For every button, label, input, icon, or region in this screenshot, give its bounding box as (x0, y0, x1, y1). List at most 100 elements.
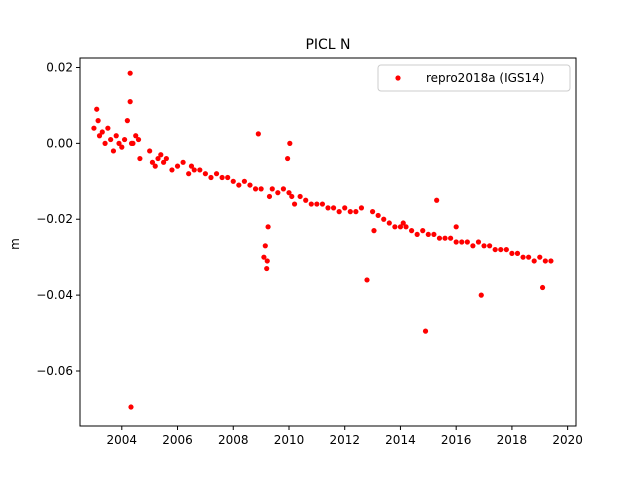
data-point (347, 209, 353, 215)
data-point (241, 178, 247, 184)
data-point (481, 243, 487, 249)
data-point (353, 209, 359, 215)
y-tick-label: −0.02 (36, 212, 73, 226)
data-point (219, 174, 225, 181)
data-point (453, 224, 459, 230)
x-tick-label: 2006 (162, 433, 193, 447)
data-point (91, 125, 97, 131)
data-point (542, 258, 548, 264)
data-point (342, 205, 348, 211)
data-point (113, 133, 119, 139)
data-point (431, 231, 437, 238)
data-point (414, 231, 420, 238)
data-point (102, 140, 108, 146)
y-tick-label: −0.06 (36, 364, 73, 378)
data-point (442, 235, 448, 241)
data-point (381, 216, 387, 222)
data-point (470, 243, 476, 249)
data-point (280, 186, 287, 192)
x-tick-label: 2020 (552, 433, 583, 447)
data-point (531, 258, 537, 264)
data-point (475, 239, 482, 245)
data-point (247, 182, 253, 188)
data-point (262, 243, 268, 249)
data-point (336, 209, 342, 215)
data-point (386, 220, 392, 226)
data-point (303, 197, 309, 203)
data-point (503, 246, 509, 253)
data-point (526, 254, 532, 260)
data-point (208, 174, 214, 181)
data-point (236, 182, 242, 188)
data-point (161, 159, 167, 165)
data-point (163, 155, 169, 162)
data-point (289, 193, 295, 200)
data-point (191, 167, 197, 173)
data-point (548, 258, 554, 264)
data-point (110, 148, 117, 154)
data-point (186, 171, 192, 177)
data-point (147, 148, 153, 154)
data-point (119, 144, 125, 150)
y-tick-label: 0.00 (46, 136, 73, 150)
data-point (108, 136, 114, 143)
data-point (99, 129, 105, 135)
x-tick-label: 2004 (107, 433, 138, 447)
data-point (149, 159, 156, 165)
x-tick-label: 2014 (385, 433, 416, 447)
data-point (188, 163, 195, 169)
data-point (275, 190, 281, 196)
data-point (397, 224, 404, 230)
data-point (375, 212, 381, 219)
data-point (174, 163, 181, 169)
x-tick-label: 2012 (329, 433, 360, 447)
data-point (509, 250, 515, 256)
legend-marker (395, 75, 401, 81)
data-point (403, 224, 409, 230)
data-point (116, 140, 122, 146)
data-point (409, 228, 415, 234)
data-point (285, 155, 291, 162)
data-point (537, 254, 543, 260)
data-point (255, 131, 261, 137)
data-point (225, 174, 231, 181)
chart-title: PICL N (305, 37, 350, 53)
y-tick-label: 0.02 (46, 60, 73, 74)
x-tick-label: 2018 (497, 433, 528, 447)
data-point (371, 228, 377, 234)
data-point (135, 136, 142, 143)
data-point (158, 152, 164, 158)
data-point (422, 328, 429, 334)
data-point (264, 265, 270, 272)
data-point (127, 99, 133, 105)
data-point (478, 292, 484, 298)
data-point (180, 159, 186, 165)
data-point (264, 258, 270, 264)
data-point (487, 243, 493, 249)
data-point (425, 231, 431, 238)
data-point (364, 277, 370, 283)
data-point (539, 284, 546, 291)
data-point (520, 254, 526, 260)
data-point (133, 133, 139, 139)
data-point (155, 155, 161, 162)
data-point (265, 224, 271, 230)
y-axis-label: m (8, 238, 22, 250)
data-point (95, 118, 101, 124)
data-point (498, 246, 504, 253)
axes-frame (79, 57, 577, 427)
data-point (514, 250, 521, 256)
data-point (252, 186, 259, 192)
data-point (121, 136, 128, 143)
legend: repro2018a (IGS14) (377, 64, 571, 92)
data-point (128, 404, 134, 410)
data-point (436, 235, 443, 241)
data-point (266, 193, 273, 200)
x-axis-ticks: 2004 2006 2008 2010 2012 2014 2016 2018 2020 (107, 426, 583, 447)
data-point (287, 140, 293, 146)
data-point (258, 186, 264, 192)
data-point (269, 186, 275, 192)
data-point (197, 167, 203, 173)
data-point (464, 239, 470, 245)
